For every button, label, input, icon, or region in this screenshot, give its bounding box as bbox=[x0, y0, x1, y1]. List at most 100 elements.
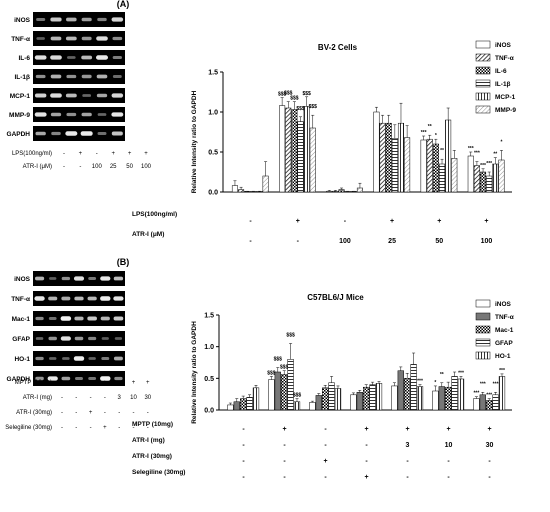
group-row-value: 100 bbox=[481, 238, 493, 245]
blot-band bbox=[96, 74, 108, 79]
treatment-value: - bbox=[118, 425, 120, 431]
legend-label: MCP-1 bbox=[495, 94, 516, 101]
y-tick-label: 1.5 bbox=[208, 70, 218, 77]
significance-label: $$$ bbox=[267, 370, 276, 376]
group-row-value: - bbox=[242, 426, 245, 433]
blot-band bbox=[48, 336, 57, 341]
blot-band bbox=[35, 74, 46, 79]
significance-label: $$$ bbox=[280, 365, 289, 371]
blot-band bbox=[81, 36, 92, 41]
legend-swatch bbox=[475, 338, 491, 347]
group-row-value: + bbox=[487, 426, 491, 433]
bar bbox=[356, 392, 363, 411]
treatment-value: - bbox=[75, 395, 77, 401]
treatment-value: - bbox=[63, 164, 65, 170]
blot-band bbox=[34, 296, 45, 301]
significance-label: * bbox=[500, 139, 502, 145]
blot-band bbox=[74, 316, 84, 321]
legend-swatch bbox=[475, 312, 491, 321]
blot-band bbox=[113, 356, 123, 361]
blot-row-label: HO-1 bbox=[14, 356, 30, 363]
western-blot: iNOS TNF-α IL-6 IL-1β MCP-1 MMP-9 GAPDH bbox=[7, 12, 125, 141]
legend-label: Mac-1 bbox=[495, 327, 514, 334]
group-row-value: - bbox=[365, 442, 368, 449]
treatment-value: - bbox=[96, 151, 98, 157]
significance-label: $$$ bbox=[274, 357, 283, 363]
blot-band bbox=[61, 376, 71, 381]
group-row-label: MPTP (10mg) bbox=[132, 421, 173, 428]
legend-swatch bbox=[475, 105, 491, 114]
treatment-value: + bbox=[132, 380, 136, 386]
blot-row-label: Mac-1 bbox=[12, 316, 31, 323]
bar bbox=[391, 138, 398, 193]
blot-row-label: TNF-α bbox=[11, 36, 30, 43]
group-row-value: + bbox=[446, 426, 450, 433]
blot-row-label: iNOS bbox=[14, 17, 31, 24]
treatment-value: 30 bbox=[144, 395, 151, 401]
legend-label: TNF-α bbox=[495, 55, 514, 62]
treatment-value: 10 bbox=[130, 395, 137, 401]
blot-band bbox=[88, 357, 96, 360]
bar bbox=[480, 171, 487, 193]
bar bbox=[350, 191, 357, 193]
legend-swatch bbox=[475, 40, 491, 49]
legend-label: GFAP bbox=[495, 340, 513, 347]
significance-label: *** bbox=[458, 370, 464, 376]
blot-band bbox=[62, 357, 70, 360]
group-row-value: + bbox=[282, 426, 286, 433]
bar bbox=[334, 388, 342, 411]
significance-label: *** bbox=[486, 161, 492, 167]
significance-label: ** bbox=[493, 152, 497, 158]
blot-strip bbox=[33, 371, 125, 386]
treatment-value: - bbox=[133, 410, 135, 416]
blot-band bbox=[113, 296, 124, 301]
treatment-value: 50 bbox=[126, 164, 133, 170]
bar bbox=[486, 175, 493, 193]
significance-label: $$$ bbox=[296, 106, 305, 112]
bar bbox=[498, 376, 506, 411]
blot-band bbox=[35, 376, 44, 381]
bar bbox=[486, 400, 493, 411]
bar bbox=[303, 106, 310, 193]
treatment-value: 100 bbox=[92, 164, 103, 170]
treatment-label: ATR-I (30mg) bbox=[16, 410, 52, 416]
bar bbox=[252, 387, 260, 411]
significance-label: $$$ bbox=[309, 104, 318, 110]
bar bbox=[426, 138, 433, 193]
blot-band bbox=[97, 132, 107, 135]
group-row-value: 3 bbox=[406, 442, 410, 449]
significance-label: *** bbox=[480, 381, 486, 387]
blot-band bbox=[49, 277, 57, 280]
bar bbox=[285, 107, 292, 193]
blot-band bbox=[111, 93, 124, 98]
blot-band bbox=[51, 131, 61, 136]
bar bbox=[233, 401, 240, 411]
treatment-value: - bbox=[61, 410, 63, 416]
bar bbox=[473, 165, 480, 193]
blot-row-label: iNOS bbox=[14, 276, 31, 283]
treatment-value: - bbox=[104, 410, 106, 416]
bar bbox=[385, 122, 392, 193]
significance-label: *** bbox=[417, 379, 423, 385]
bar bbox=[238, 189, 245, 193]
legend-swatch bbox=[475, 92, 491, 101]
bar bbox=[262, 175, 269, 193]
group-row-value: - bbox=[406, 474, 409, 481]
bar bbox=[445, 119, 452, 193]
treatment-value: 25 bbox=[110, 164, 117, 170]
blot-band bbox=[96, 36, 108, 41]
group-row-value: - bbox=[249, 218, 252, 225]
blot-band bbox=[65, 131, 78, 136]
significance-label: *** bbox=[486, 393, 492, 399]
blot-band bbox=[36, 17, 46, 22]
bar bbox=[397, 122, 404, 193]
blot-strip bbox=[33, 107, 125, 122]
legend-label: HO-1 bbox=[495, 353, 511, 360]
group-row-value: + bbox=[405, 426, 409, 433]
legend-label: iNOS bbox=[495, 301, 512, 308]
bar bbox=[356, 187, 363, 193]
blot-band bbox=[48, 296, 58, 301]
blot-band bbox=[75, 376, 83, 381]
blot-strip bbox=[33, 126, 125, 141]
